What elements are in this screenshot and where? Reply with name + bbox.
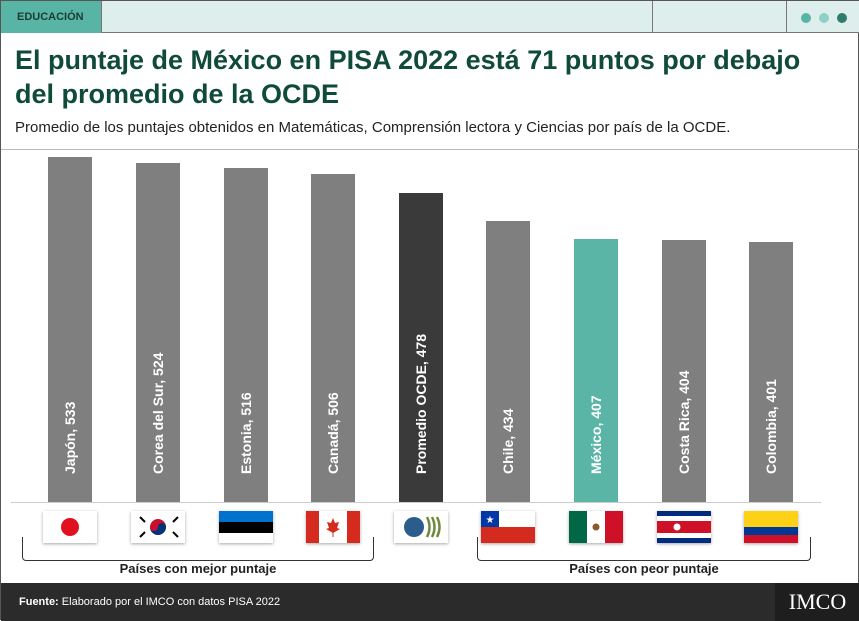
oecd-logo — [394, 511, 448, 543]
bar-estonia: Estonia, 516 — [224, 168, 268, 502]
svg-text:★: ★ — [486, 515, 495, 526]
divider — [786, 1, 787, 33]
bar-label: Japón, 533 — [62, 401, 78, 474]
source-text: Elaborado por el IMCO con datos PISA 202… — [58, 596, 281, 608]
bar-costa-rica: Costa Rica, 404 — [662, 240, 706, 502]
dot-icon — [819, 13, 829, 23]
bar-colombia: Colombia, 401 — [749, 242, 793, 502]
subtitle: Promedio de los puntajes obtenidos en Ma… — [15, 119, 731, 136]
dot-icon — [801, 13, 811, 23]
canada-flag — [306, 511, 360, 543]
bar-label: Estonia, 516 — [238, 392, 254, 474]
south-korea-flag — [131, 511, 185, 543]
bar-label: Corea del Sur, 524 — [150, 352, 166, 474]
bar-corea-del-sur: Corea del Sur, 524 — [136, 162, 180, 502]
colombia-flag — [744, 511, 798, 543]
dot-icon — [837, 13, 847, 23]
estonia-flag — [219, 511, 273, 543]
group-label: Países con peor puntaje — [569, 561, 719, 576]
x-axis — [11, 502, 821, 503]
bar-label: Chile, 434 — [500, 408, 516, 474]
bar-label: México, 407 — [588, 395, 604, 474]
chile-flag: ★ — [481, 511, 535, 543]
bar-m-xico: México, 407 — [574, 238, 618, 502]
bar-chile: Chile, 434 — [486, 221, 530, 502]
divider — [652, 1, 653, 33]
bar-promedio-ocde: Promedio OCDE, 478 — [399, 192, 443, 502]
bar-label: Canadá, 506 — [325, 392, 341, 474]
group-label: Países con mejor puntaje — [119, 561, 277, 576]
footer: Fuente: Elaborado por el IMCO con datos … — [1, 583, 859, 621]
source-label: Fuente: — [19, 596, 59, 608]
section-tag: EDUCACIÓN — [1, 1, 102, 33]
bar-jap-n: Japón, 533 — [48, 157, 92, 502]
bar-chart: Países con mejor puntaje Países con peor… — [1, 151, 859, 581]
bar-label: Costa Rica, 404 — [676, 370, 692, 474]
group-brace — [477, 537, 811, 561]
bar-label: Promedio OCDE, 478 — [413, 333, 429, 474]
page-title: El puntaje de México en PISA 2022 está 7… — [15, 45, 801, 109]
group-brace — [22, 537, 374, 561]
japan-flag — [43, 511, 97, 543]
bar-label: Colombia, 401 — [763, 379, 779, 474]
mexico-flag — [569, 511, 623, 543]
imco-logo: IMCO — [775, 583, 859, 621]
top-bar: EDUCACIÓN — [1, 1, 859, 33]
bar-canad-: Canadá, 506 — [311, 174, 355, 502]
divider — [1, 149, 859, 150]
costa-rica-flag — [657, 511, 711, 543]
